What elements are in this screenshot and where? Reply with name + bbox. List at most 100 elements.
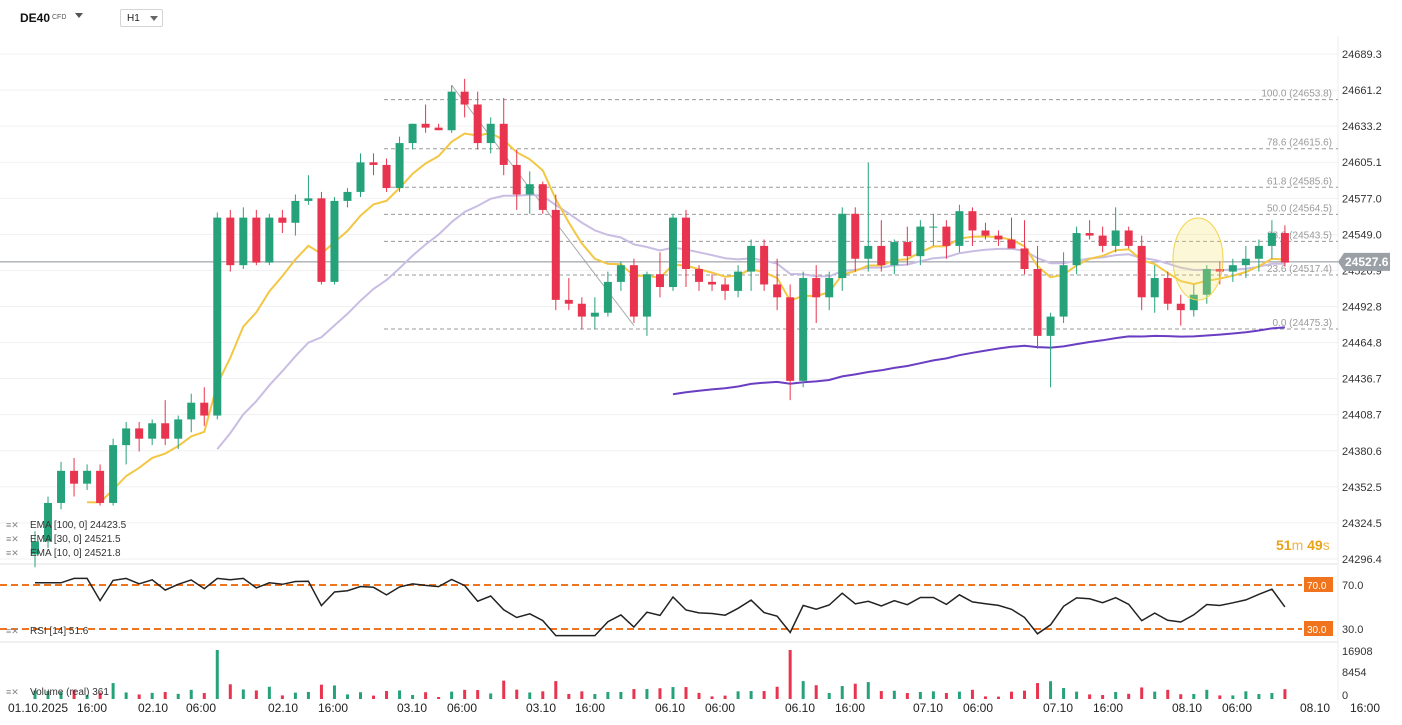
candle-body[interactable]: [1202, 269, 1211, 295]
candle-body[interactable]: [1241, 258, 1250, 266]
candle-body[interactable]: [1124, 230, 1133, 246]
candle-body[interactable]: [1059, 265, 1068, 317]
candle-body[interactable]: [629, 265, 638, 317]
candle-body[interactable]: [942, 226, 951, 246]
candle-body[interactable]: [96, 470, 105, 503]
candle-body[interactable]: [213, 217, 222, 416]
candle-body[interactable]: [70, 470, 79, 484]
candle-body[interactable]: [838, 213, 847, 279]
candle-body[interactable]: [903, 242, 912, 257]
candle-body[interactable]: [1215, 269, 1224, 272]
candle-body[interactable]: [343, 191, 352, 201]
candle-body[interactable]: [226, 217, 235, 266]
candle-body[interactable]: [1137, 245, 1146, 298]
candle-body[interactable]: [460, 91, 469, 105]
candle-body[interactable]: [994, 235, 1003, 240]
candle-body[interactable]: [682, 217, 690, 270]
candle-body[interactable]: [148, 423, 157, 439]
candle-body[interactable]: [773, 284, 782, 298]
candle-body[interactable]: [330, 200, 339, 282]
candle-body[interactable]: [864, 245, 873, 259]
candle-body[interactable]: [890, 242, 899, 266]
candle-body[interactable]: [695, 269, 704, 282]
candle-body[interactable]: [851, 213, 860, 259]
candle-body[interactable]: [187, 402, 196, 420]
candle-body[interactable]: [174, 419, 183, 439]
candle-body[interactable]: [577, 303, 586, 317]
candle-body[interactable]: [1280, 233, 1289, 263]
candle-body[interactable]: [955, 211, 964, 246]
candle-body[interactable]: [239, 217, 248, 266]
candle-body[interactable]: [486, 123, 495, 144]
candle-body[interactable]: [395, 143, 404, 189]
candle-body[interactable]: [122, 428, 131, 446]
candle-body[interactable]: [434, 127, 443, 131]
candle-body[interactable]: [447, 91, 456, 131]
settings-close-icons[interactable]: ≡✕: [6, 687, 19, 697]
candle-body[interactable]: [473, 104, 482, 144]
legend-rsi[interactable]: ≡✕ RSI [14] 51.6: [6, 626, 88, 637]
candle-body[interactable]: [57, 470, 66, 503]
candle-body[interactable]: [1085, 233, 1094, 236]
candle-body[interactable]: [83, 470, 92, 484]
candle-body[interactable]: [929, 226, 938, 228]
candle-body[interactable]: [1176, 303, 1185, 311]
candle-body[interactable]: [916, 226, 925, 257]
candle-body[interactable]: [968, 211, 977, 231]
candle-body[interactable]: [1228, 265, 1237, 272]
candle-body[interactable]: [499, 123, 508, 165]
candle-body[interactable]: [799, 278, 808, 381]
candle-body[interactable]: [512, 164, 521, 195]
candle-body[interactable]: [291, 200, 300, 223]
candle-body[interactable]: [1098, 235, 1107, 246]
candle-body[interactable]: [642, 274, 651, 317]
candle-body[interactable]: [252, 217, 261, 263]
candle-body[interactable]: [603, 281, 612, 313]
candle-body[interactable]: [31, 541, 39, 555]
legend-ema100[interactable]: ≡✕ EMA [100, 0] 24423.5: [6, 520, 126, 531]
candle-body[interactable]: [721, 284, 730, 291]
candle-body[interactable]: [304, 198, 313, 201]
candle-body[interactable]: [616, 265, 625, 282]
candle-body[interactable]: [825, 278, 834, 298]
candle-body[interactable]: [1033, 269, 1042, 336]
candle-body[interactable]: [265, 217, 274, 263]
timeframe-select[interactable]: H1: [120, 9, 163, 27]
candle-body[interactable]: [1072, 233, 1081, 266]
candle-body[interactable]: [551, 209, 560, 300]
candle-body[interactable]: [747, 245, 756, 272]
candle-body[interactable]: [382, 164, 391, 189]
legend-ema30[interactable]: ≡✕ EMA [30, 0] 24521.5: [6, 534, 121, 545]
candle-body[interactable]: [1007, 239, 1016, 249]
candle-body[interactable]: [356, 162, 365, 192]
candle-body[interactable]: [200, 402, 209, 416]
candle-body[interactable]: [1163, 278, 1172, 304]
candle-body[interactable]: [1020, 248, 1029, 270]
candle-body[interactable]: [525, 184, 534, 195]
legend-ema10[interactable]: ≡✕ EMA [10, 0] 24521.8: [6, 548, 121, 559]
candle-body[interactable]: [278, 217, 287, 223]
candle-body[interactable]: [981, 230, 990, 236]
candle-body[interactable]: [590, 312, 599, 317]
candle-body[interactable]: [1189, 294, 1198, 311]
candle-body[interactable]: [812, 278, 821, 298]
symbol-dropdown-icon[interactable]: [75, 13, 83, 18]
candle-body[interactable]: [1254, 245, 1263, 259]
settings-close-icons[interactable]: ≡✕: [6, 626, 19, 636]
candle-body[interactable]: [109, 445, 118, 503]
candle-body[interactable]: [760, 245, 769, 285]
candle-body[interactable]: [708, 281, 717, 285]
candle-body[interactable]: [135, 428, 144, 439]
candle-body[interactable]: [369, 162, 378, 165]
candle-body[interactable]: [408, 123, 417, 144]
candle-body[interactable]: [877, 245, 886, 266]
legend-volume[interactable]: ≡✕ Volume (real) 361: [6, 687, 109, 698]
candle-body[interactable]: [668, 217, 677, 288]
settings-close-icons[interactable]: ≡✕: [6, 534, 19, 544]
candle-body[interactable]: [1111, 230, 1120, 246]
symbol-name[interactable]: DE40: [20, 11, 51, 25]
candle-body[interactable]: [786, 297, 795, 381]
settings-close-icons[interactable]: ≡✕: [6, 548, 19, 558]
candle-body[interactable]: [734, 271, 743, 291]
